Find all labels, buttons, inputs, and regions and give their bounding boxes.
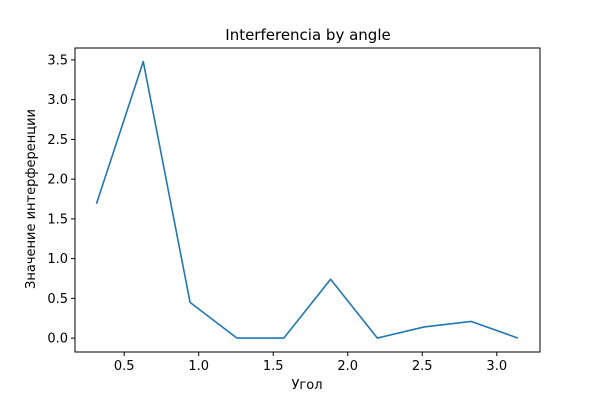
x-tick-label: 0.5 (114, 359, 135, 374)
y-tick-label: 2.5 (47, 133, 68, 148)
x-tick-label: 2.5 (412, 359, 433, 374)
x-axis-label: Угол (291, 378, 322, 393)
x-tick-label: 3.0 (486, 359, 507, 374)
y-tick-label: 3.0 (47, 93, 68, 108)
y-tick-label: 1.5 (47, 212, 68, 227)
x-tick-label: 2.0 (337, 359, 358, 374)
y-tick-label: 2.0 (47, 173, 68, 188)
y-axis: 0.0 0.5 1.0 1.5 2.0 2.5 3.0 3.5 (47, 53, 75, 347)
x-tick-label: 1.5 (263, 359, 284, 374)
series-line (95, 60, 519, 339)
x-axis: 0.5 1.0 1.5 2.0 2.5 3.0 (114, 352, 507, 374)
x-tick-label: 1.0 (188, 359, 209, 374)
y-tick-label: 0.0 (47, 332, 68, 347)
chart-title: Interferencia by angle (225, 26, 390, 44)
y-tick-label: 3.5 (47, 53, 68, 68)
y-tick-label: 1.0 (47, 252, 68, 267)
plot-area (74, 47, 541, 353)
y-tick-label: 0.5 (47, 292, 68, 307)
y-axis-label: Значение интерференции (24, 109, 39, 289)
